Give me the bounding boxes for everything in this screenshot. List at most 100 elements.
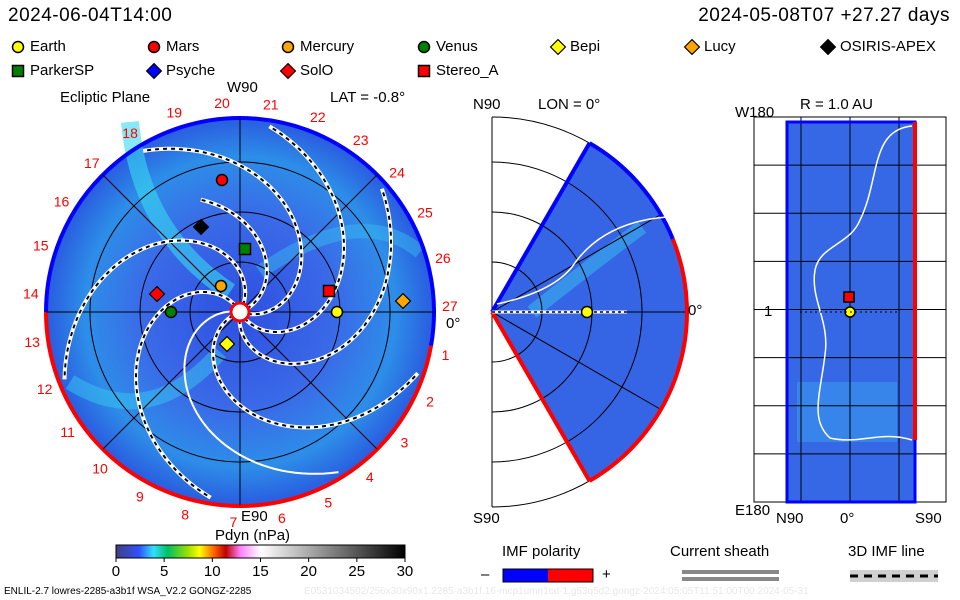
legend-marker-psyche	[145, 62, 163, 80]
radial-mid: 1	[764, 303, 773, 320]
imf-polarity-positive	[548, 569, 593, 582]
ecliptic-tick-label: 21	[263, 96, 279, 112]
imf-polarity-title: IMF polarity	[502, 543, 581, 560]
sun-inner-boundary	[229, 301, 251, 323]
current-sheath-line	[183, 310, 339, 475]
ecliptic-bottom-label: E90	[241, 508, 268, 525]
ecliptic-tick-label: 10	[92, 461, 108, 477]
imf-polarity-negative	[503, 569, 548, 582]
imf-minus: –	[481, 566, 490, 583]
ecliptic-top-label: W90	[227, 79, 258, 96]
imf-line	[143, 147, 303, 316]
imf-line	[238, 188, 392, 365]
ecliptic-tick-label: 6	[278, 510, 286, 526]
meridional-right: 0°	[688, 302, 703, 319]
footer-model: ENLIL-2.7 lowres-2285-a3b1f WSA_V2.2 GON…	[4, 586, 252, 597]
current-sheath-title: Current sheath	[670, 543, 770, 560]
radial-body-stereo-a	[843, 291, 855, 303]
ecliptic-tick-label: 18	[122, 125, 138, 141]
legend-marker-venus	[417, 40, 431, 54]
current-time: 2024-06-04T14:00	[8, 5, 173, 26]
ecliptic-tick-label: 5	[324, 495, 332, 511]
body-stereo_a	[322, 284, 336, 298]
footer-faded: E0531034502/256x30x90x1.2285-a3b1f.16-mc…	[304, 586, 809, 597]
imf-line-title: 3D IMF line	[848, 543, 925, 560]
ecliptic-tick-label: 2	[426, 393, 434, 409]
ecliptic-title: Ecliptic Plane	[60, 89, 151, 106]
legend-marker-osiris-apex	[819, 38, 837, 56]
colorbar-tick-label: 20	[300, 563, 317, 580]
colorbar-title: Pdyn (nPa)	[215, 527, 291, 544]
body-venus	[164, 305, 178, 319]
ecliptic-tick-label: 26	[435, 250, 451, 266]
meridional-axis-diag	[491, 311, 662, 410]
meridional-current-sheath	[496, 216, 668, 305]
legend-label-osiris-apex: OSIRIS-APEX	[840, 38, 936, 55]
imf-polarity-frame	[502, 568, 594, 583]
legend-marker-bepi	[549, 38, 567, 56]
legend-label-mercury: Mercury	[300, 38, 355, 55]
ecliptic-tick-label: 13	[24, 334, 40, 350]
ecliptic-tick-label: 22	[310, 109, 326, 125]
ecliptic-tick-label: 7	[229, 514, 237, 530]
ecliptic-boundary-negative	[44, 116, 436, 347]
legend-marker-mercury	[281, 40, 295, 54]
radial-e180: E180	[735, 502, 771, 519]
meridional-edge-lower	[490, 310, 592, 482]
ecliptic-stream	[255, 224, 425, 278]
meridional-edge-upper	[490, 142, 592, 313]
colorbar-tick-label: 30	[396, 563, 414, 580]
legend-label-venus: Venus	[436, 38, 478, 55]
ecliptic-tick-label: 9	[136, 489, 144, 505]
legend-marker-earth	[11, 40, 25, 54]
run-info: 2024-05-08T07 +27.27 days	[698, 5, 950, 26]
legend-marker-parkersp	[11, 64, 25, 78]
meridional-top: N90	[473, 96, 501, 113]
radial-w180: W180	[735, 104, 775, 121]
radial-current-sheath	[813, 125, 913, 441]
radial-x-mid: 0°	[840, 510, 855, 527]
legend-marker-stereo_a	[417, 64, 431, 78]
colorbar-tick-label: 10	[203, 563, 221, 580]
ecliptic-boundary-positive	[44, 311, 434, 508]
colorbar-tick-label: 25	[348, 563, 366, 580]
current-sheath-key	[682, 570, 779, 574]
legend-label-mars: Mars	[166, 38, 200, 55]
imf-line	[134, 291, 237, 499]
imf-line	[200, 198, 268, 310]
ecliptic-tick-label: 16	[54, 193, 70, 209]
ecliptic-right-label: 0°	[446, 315, 461, 332]
meridional-axis-diag	[491, 214, 662, 313]
legend-label-psyche: Psyche	[166, 62, 216, 79]
imf-line	[63, 239, 247, 380]
legend-label-stereo_a: Stereo_A	[436, 62, 499, 79]
body-bepi	[218, 335, 236, 353]
colorbar-tick-label: 5	[159, 563, 169, 580]
imf-line	[212, 314, 419, 429]
body-osiris-apex	[192, 218, 210, 236]
meridional-body-earth	[580, 305, 594, 319]
ecliptic-tick-label: 1	[442, 347, 450, 363]
legend-label-lucy: Lucy	[704, 38, 736, 55]
ecliptic-lat: LAT = -0.8°	[330, 89, 406, 106]
ecliptic-tick-label: 27	[442, 298, 458, 314]
body-mars	[215, 173, 229, 187]
ecliptic-tick-label: 3	[400, 435, 408, 451]
ecliptic-tick-label: 4	[366, 469, 374, 485]
ecliptic-tick-label: 8	[181, 507, 189, 523]
colorbar-tick-label: 0	[111, 563, 121, 580]
ecliptic-tick-label: 20	[214, 95, 230, 111]
imf-line	[243, 125, 346, 333]
ecliptic-stream	[65, 346, 227, 410]
ecliptic-tick-label: 17	[84, 155, 100, 171]
meridional-boundary-positive	[588, 238, 689, 483]
legend-label-solo: SolO	[300, 62, 334, 79]
radial-stream	[797, 382, 897, 442]
radial-x-right: S90	[915, 510, 942, 527]
colorbar	[115, 544, 406, 559]
legend-label-bepi: Bepi	[570, 38, 601, 55]
colorbar-tick-label: 15	[252, 563, 269, 580]
ecliptic-tick-label: 15	[33, 238, 49, 254]
